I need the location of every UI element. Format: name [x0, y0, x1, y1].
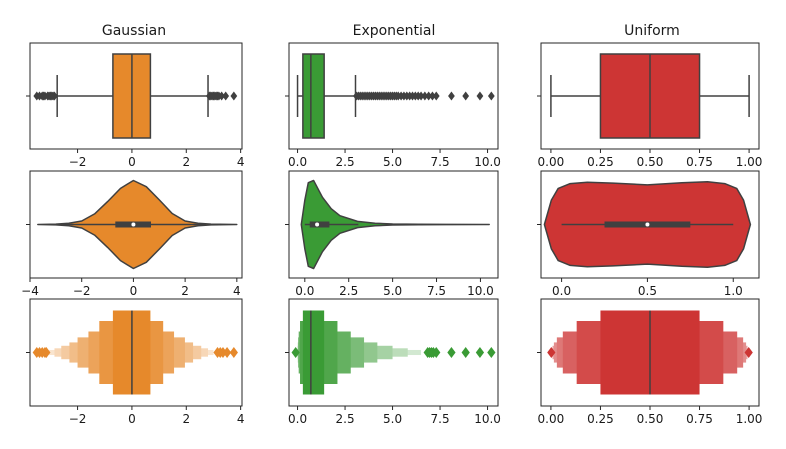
x-tick-label: 4 [233, 284, 241, 298]
axes-boxen-gaussian: −2 0 2 4 [26, 298, 245, 426]
x-tick-label: 1.0 [724, 284, 743, 298]
axes-box-uniform: 0.00 0.25 0.50 0.75 1.00 [537, 42, 763, 169]
boxen-box [302, 310, 325, 395]
outlier-point [432, 347, 441, 358]
violin-median [131, 222, 136, 227]
outlier-point [291, 347, 300, 358]
x-tick-label: 2 [182, 155, 190, 169]
x-tick-label: 0.0 [288, 412, 307, 426]
x-tick-label: −2 [69, 412, 87, 426]
title-gaussian: Gaussian [102, 23, 166, 39]
plots-layer: −2 0 2 4 0.0 2.5 5.0 7.5 10.0 0.00 0.25 0.50 0.75 1.0… [21, 42, 763, 426]
x-tick-label: 5.0 [383, 155, 402, 169]
outlier-point [475, 347, 485, 358]
outlier-point [448, 91, 455, 101]
outlier-point [462, 91, 470, 101]
violin-iqr [309, 221, 330, 228]
x-tick-label: −2 [69, 155, 87, 169]
outlier-point [51, 91, 58, 101]
x-tick-label: 2 [182, 412, 190, 426]
title-uniform: Uniform [624, 23, 680, 39]
outlier-point [432, 91, 440, 101]
x-tick-label: 0.25 [587, 155, 614, 169]
axes-box-gaussian: −2 0 2 4 [26, 42, 245, 169]
x-tick-label: 5.0 [383, 412, 402, 426]
axes-boxen-uniform: 0.00 0.25 0.50 0.75 1.00 [537, 298, 763, 426]
outlier-point [476, 91, 484, 101]
x-tick-label: 4 [237, 155, 245, 169]
outlier-point [461, 347, 470, 358]
outlier-point [547, 347, 556, 358]
outlier-point [421, 91, 429, 101]
outlier-point [744, 347, 753, 358]
outlier-point [218, 91, 225, 101]
x-tick-label: −4 [21, 284, 39, 298]
outlier-point [222, 347, 232, 358]
x-tick-label: 0 [128, 412, 136, 426]
outlier-point [222, 91, 230, 101]
x-tick-label: 0.50 [637, 155, 664, 169]
axes-violin-gaussian: −4 −2 0 2 4 [21, 170, 243, 298]
outlier-point [417, 91, 425, 101]
x-tick-label: 10.0 [474, 155, 501, 169]
x-tick-label: 0 [128, 155, 136, 169]
x-tick-label: −2 [73, 284, 91, 298]
x-tick-label: 4 [237, 412, 245, 426]
outlier-point [429, 91, 436, 101]
outlier-point [230, 91, 238, 101]
x-tick-label: 0.00 [538, 155, 565, 169]
x-tick-label: 1.00 [736, 412, 763, 426]
outlier-point [487, 91, 495, 101]
x-tick-label: 0 [130, 284, 138, 298]
x-tick-label: 2 [181, 284, 189, 298]
x-tick-label: 10.0 [474, 412, 501, 426]
x-tick-label: 7.5 [431, 412, 450, 426]
x-tick-label: 0.50 [637, 412, 664, 426]
x-tick-label: 7.5 [427, 284, 446, 298]
iqr-box [302, 53, 325, 139]
outlier-point [447, 347, 456, 358]
violin-body [300, 179, 490, 270]
x-tick-label: 5.0 [383, 284, 402, 298]
x-tick-label: 1.00 [736, 155, 763, 169]
violin-median [315, 222, 320, 227]
outlier-point [425, 91, 433, 101]
title-exponential: Exponential [353, 23, 436, 39]
x-tick-label: 0.25 [587, 412, 614, 426]
x-tick-label: 0.0 [552, 284, 571, 298]
x-tick-label: 0.75 [686, 155, 713, 169]
x-tick-label: 0.00 [538, 412, 565, 426]
axes-violin-uniform: 0.0 0.5 1.0 [537, 170, 760, 298]
x-tick-label: 0.0 [295, 284, 314, 298]
outlier-point [487, 347, 496, 358]
violin-median [645, 222, 650, 227]
x-tick-label: 0.0 [288, 155, 307, 169]
x-tick-label: 0.5 [638, 284, 657, 298]
x-tick-label: 2.5 [339, 284, 358, 298]
x-tick-label: 0.75 [686, 412, 713, 426]
axes-box-exponential: 0.0 2.5 5.0 7.5 10.0 [285, 42, 501, 169]
x-tick-label: 7.5 [431, 155, 450, 169]
x-tick-label: 2.5 [336, 412, 355, 426]
outlier-point [229, 347, 238, 358]
x-tick-label: 2.5 [336, 155, 355, 169]
x-tick-label: 10.0 [467, 284, 494, 298]
axes-boxen-exponential: 0.0 2.5 5.0 7.5 10.0 [285, 298, 501, 426]
axes-violin-exponential: 0.0 2.5 5.0 7.5 10.0 [285, 170, 499, 298]
outlier-point [42, 347, 51, 358]
